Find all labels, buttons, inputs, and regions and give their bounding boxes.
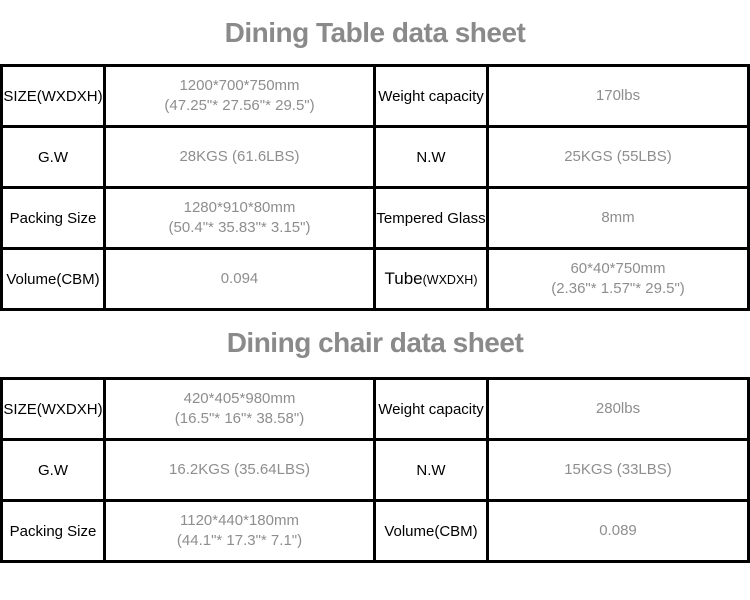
nw-label: N.W bbox=[416, 461, 446, 479]
volume-value-cell: 0.094 bbox=[106, 250, 376, 308]
volume-value: 0.089 bbox=[599, 522, 637, 539]
size-label: SIZE(WXDXH) bbox=[3, 87, 103, 105]
weight-capacity-label-cell: Weight capacity bbox=[376, 380, 489, 438]
nw-label-cell: N.W bbox=[376, 441, 489, 499]
volume-label: Volume(CBM) bbox=[6, 270, 100, 288]
gw-value: 16.2KGS (35.64LBS) bbox=[169, 461, 310, 478]
weight-capacity-label: Weight capacity bbox=[378, 87, 484, 105]
tube-label-sub: (WXDXH) bbox=[422, 273, 478, 287]
tempered-glass-label-cell: Tempered Glass bbox=[376, 189, 489, 247]
packing-size-value-mm: 1120*440*180mm bbox=[180, 512, 299, 529]
size-value-cell: 420*405*980mm (16.5"* 16"* 38.58") bbox=[106, 380, 376, 438]
nw-label-cell: N.W bbox=[376, 128, 489, 186]
volume-label-cell: Volume(CBM) bbox=[376, 502, 489, 560]
size-value-cell: 1200*700*750mm (47.25"* 27.56"* 29.5") bbox=[106, 67, 376, 125]
tube-value-cell: 60*40*750mm (2.36"* 1.57"* 29.5") bbox=[489, 250, 747, 308]
table-row-size: SIZE(WXDXH) 1200*700*750mm (47.25"* 27.5… bbox=[3, 67, 747, 128]
tempered-glass-value: 8mm bbox=[601, 209, 635, 226]
table-row-weights: G.W 28KGS (61.6LBS) N.W 25KGS (55LBS) bbox=[3, 128, 747, 189]
table-row-size: SIZE(WXDXH) 420*405*980mm (16.5"* 16"* 3… bbox=[3, 380, 747, 441]
size-value-mm: 1200*700*750mm bbox=[179, 77, 300, 94]
packing-size-label: Packing Size bbox=[9, 209, 97, 227]
gw-label: G.W bbox=[38, 148, 68, 166]
weight-capacity-value: 170lbs bbox=[595, 87, 641, 104]
packing-size-label-cell: Packing Size bbox=[3, 189, 106, 247]
gw-label-cell: G.W bbox=[3, 441, 106, 499]
gw-label-cell: G.W bbox=[3, 128, 106, 186]
table-row-weights: G.W 16.2KGS (35.64LBS) N.W 15KGS (33LBS) bbox=[3, 441, 747, 502]
gw-value-cell: 16.2KGS (35.64LBS) bbox=[106, 441, 376, 499]
weight-capacity-value-cell: 170lbs bbox=[489, 67, 747, 125]
dining-table-title: Dining Table data sheet bbox=[224, 17, 526, 48]
packing-size-label: Packing Size bbox=[9, 522, 97, 540]
tempered-glass-value-cell: 8mm bbox=[489, 189, 747, 247]
packing-size-value-inch: (50.4"* 35.83"* 3.15") bbox=[168, 219, 311, 236]
weight-capacity-label-cell: Weight capacity bbox=[376, 67, 489, 125]
weight-capacity-value-cell: 280lbs bbox=[489, 380, 747, 438]
size-label: SIZE(WXDXH) bbox=[3, 400, 103, 418]
nw-value-cell: 25KGS (55LBS) bbox=[489, 128, 747, 186]
size-label-cell: SIZE(WXDXH) bbox=[3, 67, 106, 125]
tube-label: Tube(WXDXH) bbox=[385, 269, 478, 289]
packing-size-value-inch: (44.1"* 17.3"* 7.1") bbox=[176, 532, 303, 549]
volume-label-cell: Volume(CBM) bbox=[3, 250, 106, 308]
weight-capacity-value: 280lbs bbox=[595, 400, 641, 417]
table-row-packing: Packing Size 1280*910*80mm (50.4"* 35.83… bbox=[3, 189, 747, 250]
gw-value-cell: 28KGS (61.6LBS) bbox=[106, 128, 376, 186]
size-value-inch: (47.25"* 27.56"* 29.5") bbox=[164, 97, 315, 114]
size-label-cell: SIZE(WXDXH) bbox=[3, 380, 106, 438]
tempered-glass-label: Tempered Glass bbox=[376, 209, 486, 227]
tube-value-mm: 60*40*750mm bbox=[570, 260, 666, 277]
nw-label: N.W bbox=[416, 148, 446, 166]
size-value-inch: (16.5"* 16"* 38.58") bbox=[174, 410, 305, 427]
nw-value: 25KGS (55LBS) bbox=[564, 148, 672, 165]
packing-size-value-mm: 1280*910*80mm bbox=[183, 199, 296, 216]
tube-label-cell: Tube(WXDXH) bbox=[376, 250, 489, 308]
packing-size-value-cell: 1280*910*80mm (50.4"* 35.83"* 3.15") bbox=[106, 189, 376, 247]
dining-chair-spec-table: SIZE(WXDXH) 420*405*980mm (16.5"* 16"* 3… bbox=[0, 377, 750, 563]
volume-value: 0.094 bbox=[220, 270, 259, 287]
weight-capacity-label: Weight capacity bbox=[378, 400, 484, 418]
gw-value: 28KGS (61.6LBS) bbox=[179, 148, 300, 165]
dining-chair-title: Dining chair data sheet bbox=[226, 327, 524, 358]
tube-label-main: Tube bbox=[384, 269, 423, 288]
volume-label: Volume(CBM) bbox=[384, 522, 478, 540]
packing-size-value-cell: 1120*440*180mm (44.1"* 17.3"* 7.1") bbox=[106, 502, 376, 560]
packing-size-label-cell: Packing Size bbox=[3, 502, 106, 560]
nw-value: 15KGS (33LBS) bbox=[564, 461, 672, 478]
dining-table-spec-table: SIZE(WXDXH) 1200*700*750mm (47.25"* 27.5… bbox=[0, 64, 750, 311]
size-value-mm: 420*405*980mm bbox=[183, 390, 296, 407]
table-row-packing: Packing Size 1120*440*180mm (44.1"* 17.3… bbox=[3, 502, 747, 560]
tube-value-inch: (2.36"* 1.57"* 29.5") bbox=[551, 280, 685, 297]
volume-value-cell: 0.089 bbox=[489, 502, 747, 560]
table-row-volume: Volume(CBM) 0.094 Tube(WXDXH) 60*40*750m… bbox=[3, 250, 747, 308]
gw-label: G.W bbox=[38, 461, 68, 479]
nw-value-cell: 15KGS (33LBS) bbox=[489, 441, 747, 499]
